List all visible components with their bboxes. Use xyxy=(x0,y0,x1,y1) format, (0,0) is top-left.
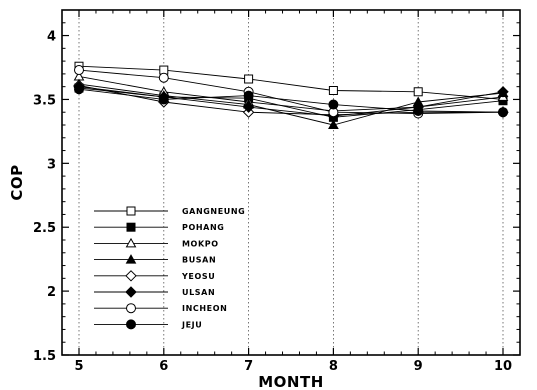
legend-label-incheon: INCHEON xyxy=(182,304,227,313)
data-point-jeju xyxy=(75,85,84,94)
legend-label-ulsan: ULSAN xyxy=(182,288,215,297)
legend-label-mokpo: MOKPO xyxy=(182,239,219,248)
legend-marker-yeosu xyxy=(126,271,136,281)
y-tick-label: 4 xyxy=(47,30,56,45)
legend: GANGNEUNG POHANG MOKPO BUSAN YEOSU ULSAN INCHE… xyxy=(94,207,245,329)
axis-ticks: 5 6 7 8 9 10 1.5 2 2.5 3 3.5 4 xyxy=(33,10,520,374)
legend-item-gangneung: GANGNEUNG xyxy=(94,207,245,216)
series-line-ulsan xyxy=(79,87,503,116)
legend-label-yeosu: YEOSU xyxy=(181,272,215,281)
y-tick-label: 3 xyxy=(47,157,56,172)
data-point-incheon xyxy=(159,73,168,82)
legend-marker-gangneung xyxy=(127,207,135,215)
legend-item-busan: BUSAN xyxy=(94,255,216,265)
grid-lines xyxy=(79,10,503,355)
legend-marker-ulsan xyxy=(126,287,136,297)
legend-label-busan: BUSAN xyxy=(182,256,216,265)
data-point-jeju xyxy=(329,100,338,109)
y-tick-label: 2 xyxy=(47,285,56,300)
legend-item-yeosu: YEOSU xyxy=(94,271,215,281)
legend-label-gangneung: GANGNEUNG xyxy=(182,207,245,216)
data-point-jeju xyxy=(159,95,168,104)
legend-item-ulsan: ULSAN xyxy=(94,287,215,297)
legend-marker-pohang xyxy=(127,223,135,231)
x-tick-label: 6 xyxy=(159,359,168,374)
y-tick-label: 2.5 xyxy=(33,221,56,236)
y-tick-label: 3.5 xyxy=(33,93,56,108)
data-point-jeju xyxy=(414,106,423,115)
series-incheon xyxy=(75,66,508,118)
legend-marker-jeju xyxy=(127,320,136,329)
legend-item-mokpo: MOKPO xyxy=(94,239,219,249)
x-axis-label: MONTH xyxy=(258,373,324,390)
data-point-gangneung xyxy=(245,75,253,83)
legend-marker-incheon xyxy=(127,304,136,313)
data-point-jeju xyxy=(499,108,508,117)
x-tick-label: 10 xyxy=(494,359,512,374)
series-lines xyxy=(74,62,508,128)
legend-marker-mokpo xyxy=(127,239,136,247)
series-line-incheon xyxy=(79,70,503,113)
data-point-gangneung xyxy=(329,87,337,95)
y-tick-label: 1.5 xyxy=(33,349,56,364)
legend-item-jeju: JEJU xyxy=(94,320,202,330)
data-point-incheon xyxy=(75,66,84,75)
x-tick-label: 8 xyxy=(329,359,338,374)
x-tick-label: 5 xyxy=(74,359,83,374)
legend-item-incheon: INCHEON xyxy=(94,304,227,314)
legend-marker-busan xyxy=(127,255,136,263)
legend-item-pohang: POHANG xyxy=(94,223,224,232)
data-point-gangneung xyxy=(414,88,422,96)
data-point-jeju xyxy=(244,91,253,100)
x-tick-label: 7 xyxy=(244,359,253,374)
legend-label-jeju: JEJU xyxy=(181,320,202,329)
y-axis-label: COP xyxy=(8,164,26,200)
x-tick-label: 9 xyxy=(414,359,423,374)
legend-label-pohang: POHANG xyxy=(182,223,224,232)
